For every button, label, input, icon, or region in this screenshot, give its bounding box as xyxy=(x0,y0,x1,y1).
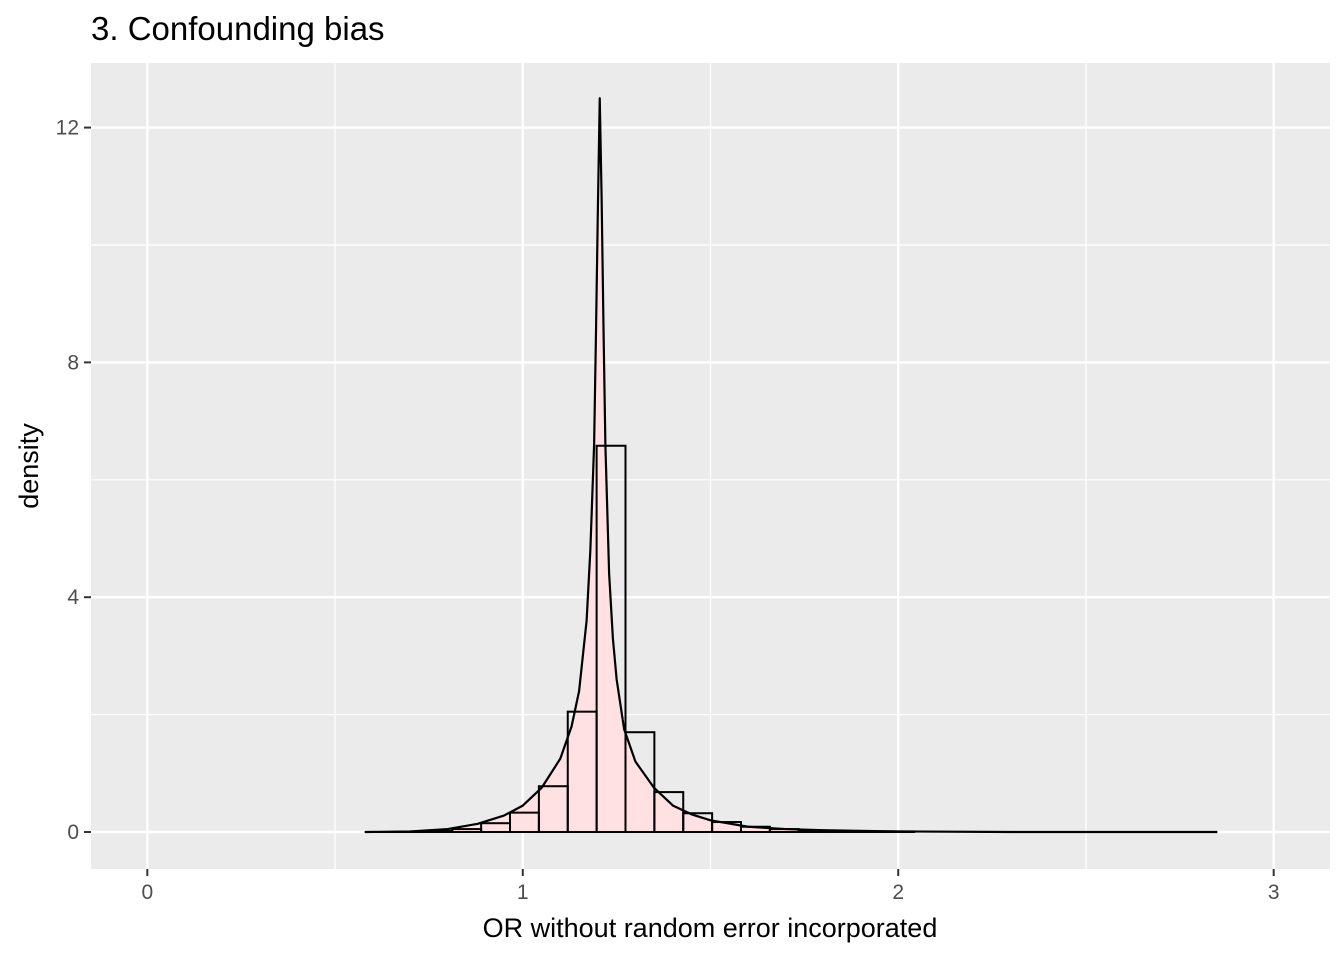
y-tick-label: 4 xyxy=(67,586,79,609)
x-axis: 0 1 2 3 xyxy=(141,869,1280,904)
minor-gridlines xyxy=(91,63,1330,869)
y-tick-label: 0 xyxy=(67,821,79,844)
x-tick-label: 2 xyxy=(892,881,904,904)
x-tick-label: 3 xyxy=(1268,881,1280,904)
x-tick-label: 1 xyxy=(517,881,529,904)
y-tick-label: 12 xyxy=(56,117,79,140)
y-axis-label: density xyxy=(14,423,44,509)
histogram-bar xyxy=(595,444,627,834)
density-curve xyxy=(365,97,1218,834)
density-line xyxy=(365,97,1218,834)
x-tick-label: 0 xyxy=(141,881,153,904)
y-axis: 0 4 8 12 xyxy=(56,117,91,844)
chart-title: 3. Confounding bias xyxy=(91,10,385,47)
x-axis-label: OR without random error incorporated xyxy=(483,913,938,943)
histogram-bar xyxy=(624,731,656,834)
y-tick-label: 8 xyxy=(67,351,79,374)
histogram-bar xyxy=(653,791,685,834)
